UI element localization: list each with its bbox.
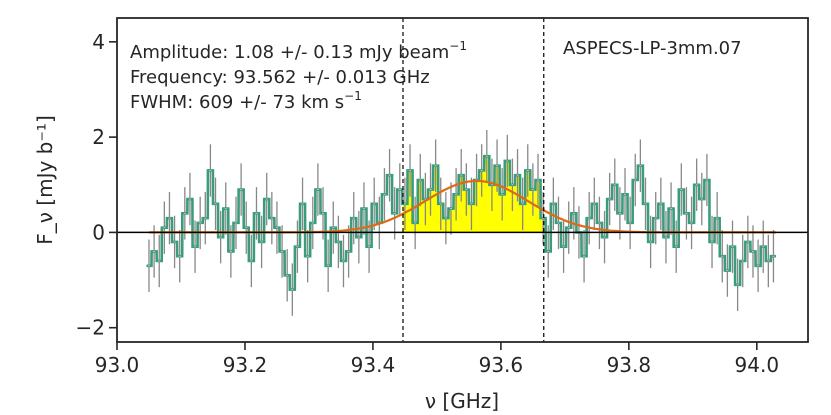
y-tick-label: −2 (76, 316, 105, 340)
y-axis: −2 0 2 4 (76, 30, 117, 340)
spectrum-series (146, 154, 776, 291)
x-axis-label: ν [GHz] (425, 389, 499, 413)
plot-frame (116, 17, 809, 343)
x-tick-label: 93.4 (351, 353, 396, 377)
x-tick-label: 94.0 (735, 353, 780, 377)
line-window-markers (402, 18, 545, 342)
y-tick-label: 4 (92, 30, 105, 54)
x-axis: 93.0 93.2 93.4 93.6 93.8 94.0 (95, 342, 779, 377)
fwhm-superscript: −1 (344, 89, 362, 103)
fwhm-annotation: FWHM: 609 +/- 73 km s−1 (130, 89, 362, 113)
x-tick-label: 93.0 (95, 353, 140, 377)
y-axis-label: F_ν [mJy b⁻¹] (33, 115, 57, 244)
x-tick-label: 93.6 (479, 353, 524, 377)
y-tick-label: 0 (92, 220, 105, 244)
source-label: ASPECS-LP-3mm.07 (563, 38, 742, 59)
x-tick-label: 93.2 (223, 353, 268, 377)
x-tick-label: 93.8 (607, 353, 652, 377)
frequency-annotation: Frequency: 93.562 +/- 0.013 GHz (130, 67, 430, 88)
fwhm-text: FWHM: 609 +/- 73 km s (130, 92, 344, 113)
y-tick-label: 2 (92, 125, 105, 149)
amplitude-superscript: −1 (449, 39, 467, 53)
amplitude-annotation: Amplitude: 1.08 +/- 0.13 mJy beam−1 (130, 39, 467, 63)
amplitude-text: Amplitude: 1.08 +/- 0.13 mJy beam (130, 42, 449, 63)
